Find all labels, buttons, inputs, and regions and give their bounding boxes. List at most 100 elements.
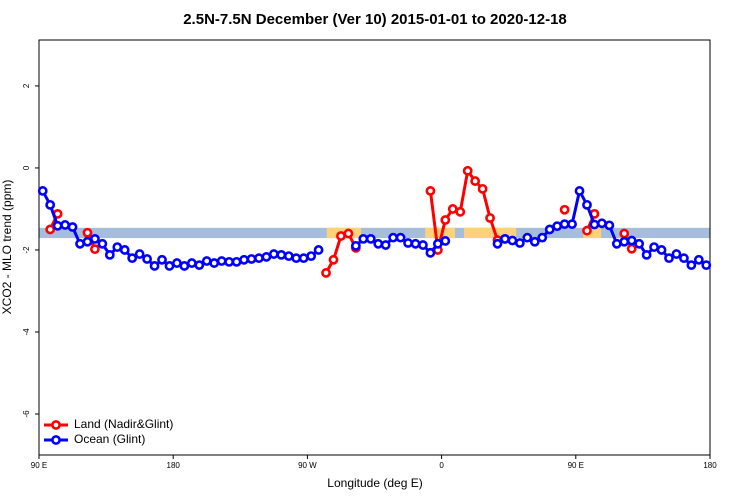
point [343,228,354,239]
point [410,238,421,249]
point [350,240,361,251]
point [104,249,115,260]
point [537,232,548,243]
x-tick-label: 90 E [31,461,47,470]
point [336,231,346,241]
point [298,253,309,264]
point [358,233,369,244]
point [142,254,153,264]
point [596,218,607,229]
point [559,204,570,215]
point [75,238,85,249]
point [641,249,652,260]
point [664,253,674,264]
point [649,242,659,252]
point [45,224,56,235]
point [604,220,615,231]
point [455,206,466,217]
point [216,256,227,266]
point [626,235,637,246]
point [440,236,451,246]
point [209,258,220,268]
point [589,219,600,230]
point [373,238,384,249]
point [522,232,533,243]
point [149,261,160,271]
point [552,221,563,232]
point [82,227,93,238]
legend-label: Land (Nadir&Glint) [74,417,173,431]
y-axis-label: XCO2 - MLO trend (ppm) [0,180,14,315]
point [261,252,272,262]
legend-box [40,415,180,454]
point [90,244,100,255]
point [239,254,249,265]
point [425,186,436,196]
point [619,236,630,247]
y-tick-label: -6 [22,410,31,418]
legend-marker [51,435,61,445]
point [559,219,570,230]
y-tick-label: -2 [22,246,31,254]
point [112,242,123,252]
point [701,260,712,271]
point [306,251,317,262]
point [477,183,488,194]
point [37,186,48,196]
point [432,238,443,249]
x-tick-label: 90 W [298,461,317,470]
point [380,240,391,250]
point [246,254,257,264]
x-tick-label: 180 [167,461,181,470]
point [254,253,264,264]
point [693,254,704,265]
point [67,222,78,232]
point [134,249,145,259]
highlight-span [463,227,517,239]
point [231,256,242,267]
point [492,238,503,249]
point [328,254,339,265]
y-tick-label: -4 [22,328,31,336]
point [574,186,585,196]
background-band [39,227,710,239]
point [582,199,592,210]
point [82,236,93,247]
point [60,220,70,230]
highlight-span [583,227,602,239]
point [313,245,324,255]
point [462,165,473,176]
point [395,232,406,243]
point [52,220,63,231]
point [291,253,302,264]
legend-label: Ocean (Glint) [74,432,145,446]
point [201,256,212,266]
point [172,258,182,268]
point [388,232,399,243]
legend-marker [51,420,61,430]
plot-frame [38,39,711,456]
point [500,233,510,244]
point [164,261,175,271]
point [268,249,279,259]
point [447,204,458,214]
point [283,251,294,262]
point [544,224,555,235]
highlight-span [425,227,456,239]
point [179,261,190,271]
x-tick-label: 180 [703,461,717,470]
point [119,245,130,255]
x-tick-label: 90 E [568,461,584,470]
point [224,256,235,267]
point [671,249,682,259]
point [470,176,481,186]
chart-title: 2.5N-7.5N December (Ver 10) 2015-01-01 t… [183,11,567,28]
y-tick-label: 0 [22,165,31,170]
point [425,247,436,258]
y-tick-label: 2 [22,83,31,88]
x-axis-label: Longitude (deg E) [327,476,422,490]
point [514,238,525,248]
point [656,245,667,255]
point [679,253,689,264]
